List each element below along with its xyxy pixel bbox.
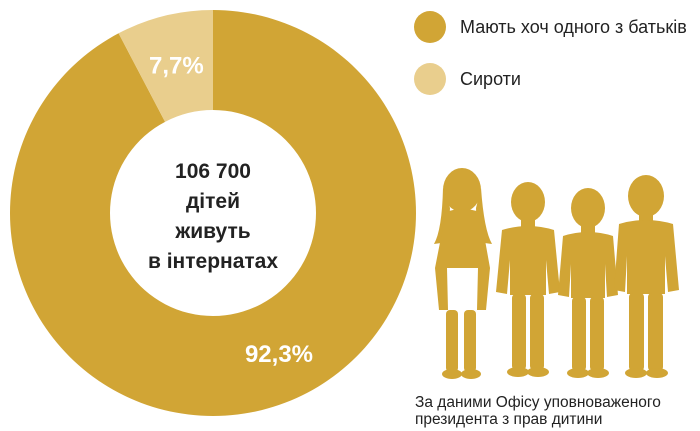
legend-swatch-parents (414, 11, 446, 43)
legend-item-parents: Мають хоч одного з батьків (414, 8, 687, 46)
source-note: За даними Офісу уповноваженого президент… (415, 394, 700, 428)
center-label-line-3: живуть (175, 220, 251, 243)
legend: Мають хоч одного з батьків Сироти (414, 8, 687, 112)
legend-label-orphans: Сироти (460, 68, 521, 89)
legend-item-orphans: Сироти (414, 60, 687, 98)
center-label-line-4: в інтернатах (147, 250, 279, 273)
source-note-line-2: президента з прав дитини (415, 411, 603, 428)
slice-label-orphans: 7,7% (149, 52, 204, 79)
source-note-line-1: За даними Офісу уповноваженого (415, 394, 661, 411)
child-silhouette-3 (558, 188, 618, 378)
center-label-line-2: дітей (185, 190, 241, 213)
center-label: 106 700 дітей живуть в інтернатах (113, 157, 313, 277)
donut-chart: 92,3% 7,7% (9, 10, 416, 416)
child-silhouette-1 (434, 168, 492, 379)
child-silhouette-4 (614, 175, 679, 378)
slice-parents (9, 10, 416, 416)
slice-orphans (118, 10, 213, 122)
legend-label-parents: Мають хоч одного з батьків (460, 16, 687, 37)
center-label-line-1: 106 700 (175, 160, 251, 183)
child-silhouette-2 (496, 182, 560, 377)
children-silhouette-icon (434, 168, 679, 379)
legend-swatch-orphans (414, 63, 446, 95)
slice-label-parents: 92,3% (245, 341, 313, 368)
